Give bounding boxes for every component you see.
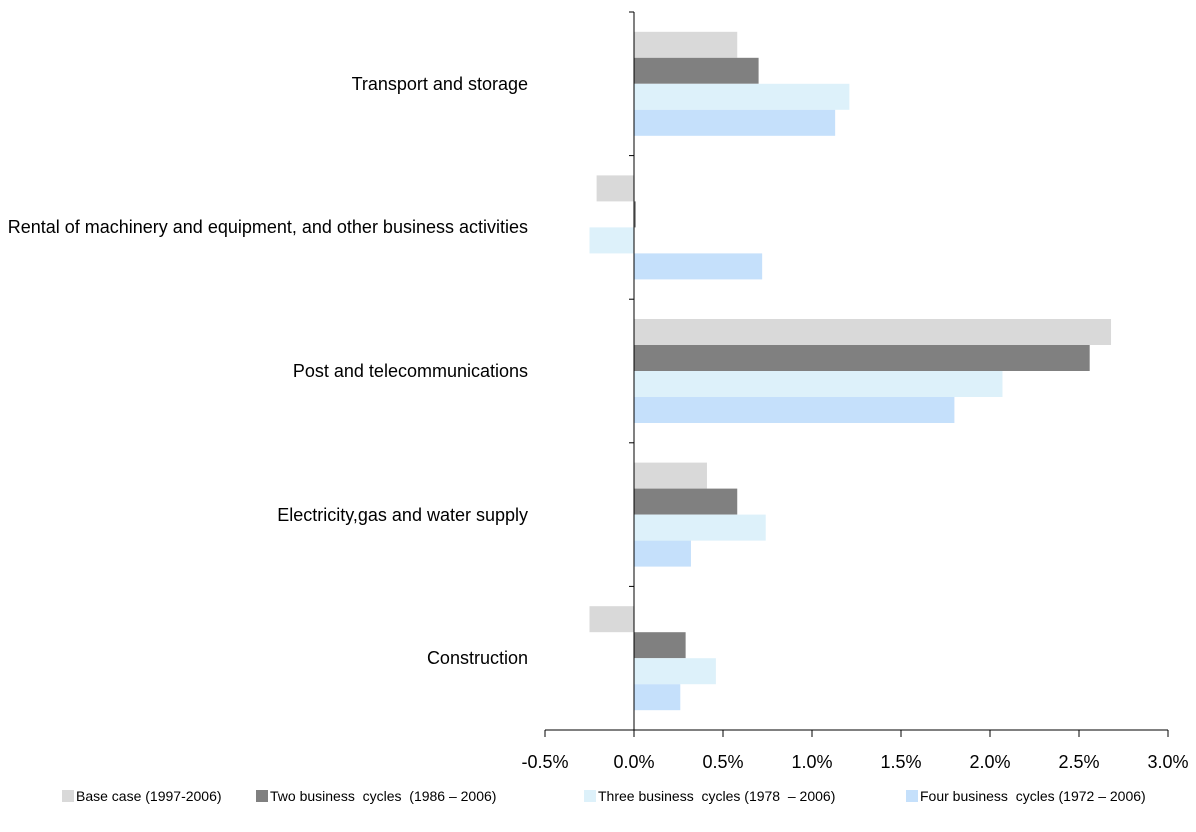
bar <box>634 345 1090 371</box>
x-tick-label: 0.0% <box>613 752 654 772</box>
bar <box>634 57 759 84</box>
bar <box>634 488 738 515</box>
bar <box>634 632 686 659</box>
legend-swatch <box>256 790 268 802</box>
x-tick-label: 1.5% <box>880 752 921 772</box>
x-tick-label: 1.0% <box>791 752 832 772</box>
bar <box>634 371 1003 397</box>
category-label: Transport and storage <box>351 73 528 94</box>
legend-swatch <box>906 790 918 802</box>
legend-label: Base case (1997-2006) <box>76 788 222 804</box>
category-label: Rental of machinery and equipment, and o… <box>7 217 528 238</box>
x-tick-label: 2.5% <box>1058 752 1099 772</box>
bar <box>634 253 763 280</box>
x-tick-label: 0.5% <box>702 752 743 772</box>
bar <box>596 175 634 202</box>
x-tick-label: 3.0% <box>1147 752 1188 772</box>
bar <box>634 658 716 685</box>
bar <box>589 606 634 633</box>
bar <box>634 319 1112 345</box>
bar <box>589 227 634 254</box>
category-label: Electricity,gas and water supply <box>277 504 528 525</box>
legend-label: Four business cycles (1972 – 2006) <box>920 788 1146 804</box>
legend-label: Three business cycles (1978 – 2006) <box>598 788 835 804</box>
bar <box>634 83 850 110</box>
category-label: Post and telecommunications <box>292 361 528 381</box>
legend-swatch <box>584 790 596 802</box>
legend-swatch <box>62 790 74 802</box>
legend-label: Two business cycles (1986 – 2006) <box>270 788 496 804</box>
x-tick-label: 2.0% <box>969 752 1010 772</box>
bar <box>634 540 691 567</box>
bar <box>634 31 738 58</box>
bar <box>634 462 707 489</box>
bar <box>634 684 681 711</box>
bar <box>634 514 766 541</box>
bar <box>634 109 836 136</box>
category-label: Construction <box>426 648 528 669</box>
bar <box>634 201 636 228</box>
bar <box>634 397 955 423</box>
x-tick-label: -0.5% <box>521 752 568 772</box>
